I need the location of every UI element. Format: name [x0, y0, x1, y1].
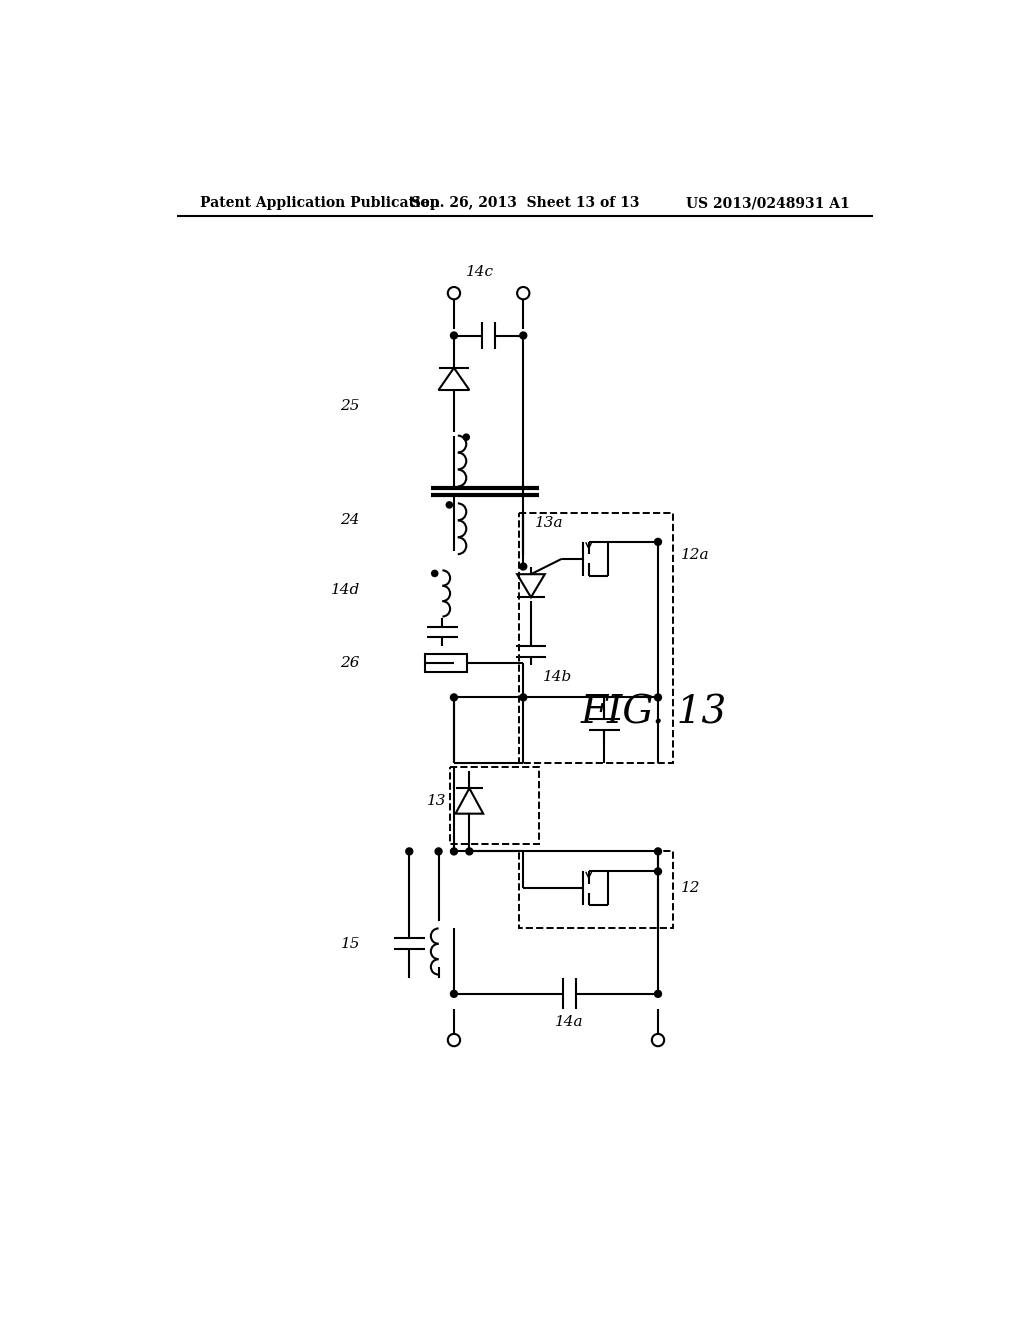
Bar — [425, 653, 467, 672]
Bar — [519, 851, 674, 928]
Circle shape — [517, 286, 529, 300]
Bar — [519, 512, 674, 763]
Circle shape — [654, 539, 662, 545]
Text: 15: 15 — [341, 937, 360, 950]
Text: US 2013/0248931 A1: US 2013/0248931 A1 — [686, 197, 850, 210]
Circle shape — [654, 847, 662, 855]
Text: Patent Application Publication: Patent Application Publication — [200, 197, 439, 210]
Text: 13: 13 — [427, 795, 446, 808]
Text: 14d: 14d — [331, 582, 360, 597]
Circle shape — [520, 564, 526, 570]
Circle shape — [432, 570, 438, 577]
Circle shape — [463, 434, 469, 441]
Circle shape — [654, 990, 662, 998]
Circle shape — [466, 847, 473, 855]
Circle shape — [447, 286, 460, 300]
Text: 14b: 14b — [543, 671, 571, 685]
Text: 24: 24 — [341, 513, 360, 527]
Circle shape — [654, 694, 662, 701]
Text: 25: 25 — [341, 400, 360, 413]
Circle shape — [406, 847, 413, 855]
Text: 14a: 14a — [555, 1015, 584, 1030]
Bar — [451, 767, 539, 843]
Circle shape — [451, 694, 458, 701]
Text: 14c: 14c — [466, 265, 494, 280]
Text: 12: 12 — [681, 882, 700, 895]
Circle shape — [446, 502, 453, 508]
Circle shape — [654, 869, 662, 875]
Circle shape — [451, 333, 458, 339]
Text: FIG. 13: FIG. 13 — [581, 694, 727, 731]
Text: 26: 26 — [341, 656, 360, 669]
Circle shape — [520, 694, 526, 701]
Circle shape — [447, 1034, 460, 1047]
Circle shape — [451, 990, 458, 998]
Circle shape — [451, 847, 458, 855]
Text: Sep. 26, 2013  Sheet 13 of 13: Sep. 26, 2013 Sheet 13 of 13 — [411, 197, 639, 210]
Circle shape — [652, 1034, 665, 1047]
Text: 12a: 12a — [681, 548, 710, 562]
Text: 13a: 13a — [535, 516, 563, 531]
Circle shape — [520, 333, 526, 339]
Circle shape — [435, 847, 442, 855]
